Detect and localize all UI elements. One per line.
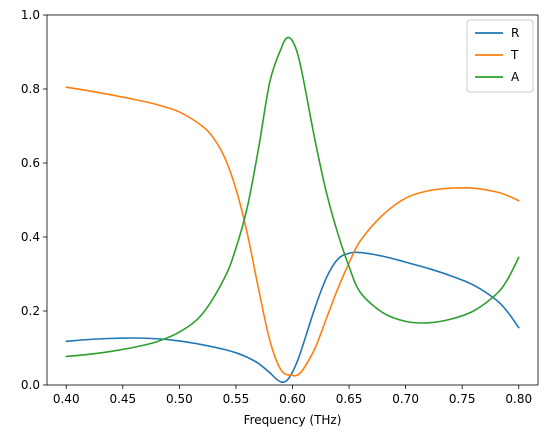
legend-box (466, 19, 534, 93)
x-tick-label: 0.40 (53, 392, 80, 406)
plot-frame (46, 14, 539, 386)
legend-label-T: T (510, 48, 519, 62)
y-tick-label: 0.4 (21, 230, 40, 244)
legend: RTA (466, 19, 534, 93)
series-line-A (65, 36, 520, 358)
x-tick-label: 0.45 (109, 392, 136, 406)
y-tick-label: 0.0 (21, 378, 40, 392)
x-tick-label: 0.80 (505, 392, 532, 406)
x-tick-label: 0.50 (166, 392, 193, 406)
x-tick-label: 0.65 (336, 392, 363, 406)
x-tick-label: 0.75 (449, 392, 476, 406)
y-tick-label: 0.2 (21, 304, 40, 318)
x-tick-label: 0.55 (223, 392, 250, 406)
x-axis-label: Frequency (THz) (244, 413, 342, 427)
x-tick-label: 0.70 (392, 392, 419, 406)
y-tick-label: 0.8 (21, 82, 40, 96)
axes-layer: 0.40 0.45 0.50 0.55 0.60 0.65 0.70 0.75 0.80 0.0 0… (21, 8, 539, 406)
legend-label-A: A (511, 70, 520, 84)
series-layer (65, 36, 520, 383)
x-tick-label: 0.60 (279, 392, 306, 406)
series-line-T (65, 86, 520, 377)
y-tick-label: 0.6 (21, 156, 40, 170)
y-tick-label: 1.0 (21, 8, 40, 22)
legend-label-R: R (511, 26, 519, 40)
series-line-R (65, 251, 520, 383)
